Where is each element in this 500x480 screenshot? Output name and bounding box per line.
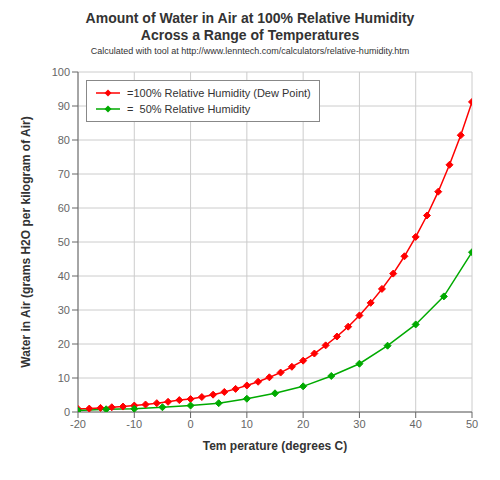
svg-text:30: 30 bbox=[353, 418, 365, 430]
html-text:=100% Relative Humidity (Dew P: =100% Relative Humidity (Dew Point) bbox=[127, 87, 311, 99]
svg-text:70: 70 bbox=[58, 168, 70, 180]
svg-text:-20: -20 bbox=[70, 418, 86, 430]
svg-text:10: 10 bbox=[58, 372, 70, 384]
svg-text:0: 0 bbox=[64, 406, 70, 418]
svg-text:50: 50 bbox=[58, 236, 70, 248]
svg-text:90: 90 bbox=[58, 100, 70, 112]
svg-text:20: 20 bbox=[297, 418, 309, 430]
svg-text:-10: -10 bbox=[126, 418, 142, 430]
svg-text:60: 60 bbox=[58, 202, 70, 214]
html-text:Across a Range of Temperatures: Across a Range of Temperatures bbox=[140, 27, 360, 43]
svg-text:80: 80 bbox=[58, 134, 70, 146]
html-text:Amount of Water in Air at 100%: Amount of Water in Air at 100% Relative … bbox=[85, 10, 415, 26]
svg-text:50: 50 bbox=[466, 418, 478, 430]
svg-text:40: 40 bbox=[410, 418, 422, 430]
svg-text:0: 0 bbox=[188, 418, 194, 430]
svg-text:40: 40 bbox=[58, 270, 70, 282]
svg-text:20: 20 bbox=[58, 338, 70, 350]
svg-text:Water in Air (grams H2O per ki: Water in Air (grams H2O per kilogram of … bbox=[19, 116, 33, 367]
svg-text:30: 30 bbox=[58, 304, 70, 316]
html-text:Calculated with tool at http:/: Calculated with tool at http://www.lennt… bbox=[90, 46, 410, 56]
svg-text:100: 100 bbox=[52, 66, 70, 78]
svg-text:Tem perature (degrees C): Tem perature (degrees C) bbox=[203, 439, 348, 453]
svg-text:10: 10 bbox=[241, 418, 253, 430]
html-text:= 50% Relative Humidity: = 50% Relative Humidity bbox=[127, 103, 251, 115]
